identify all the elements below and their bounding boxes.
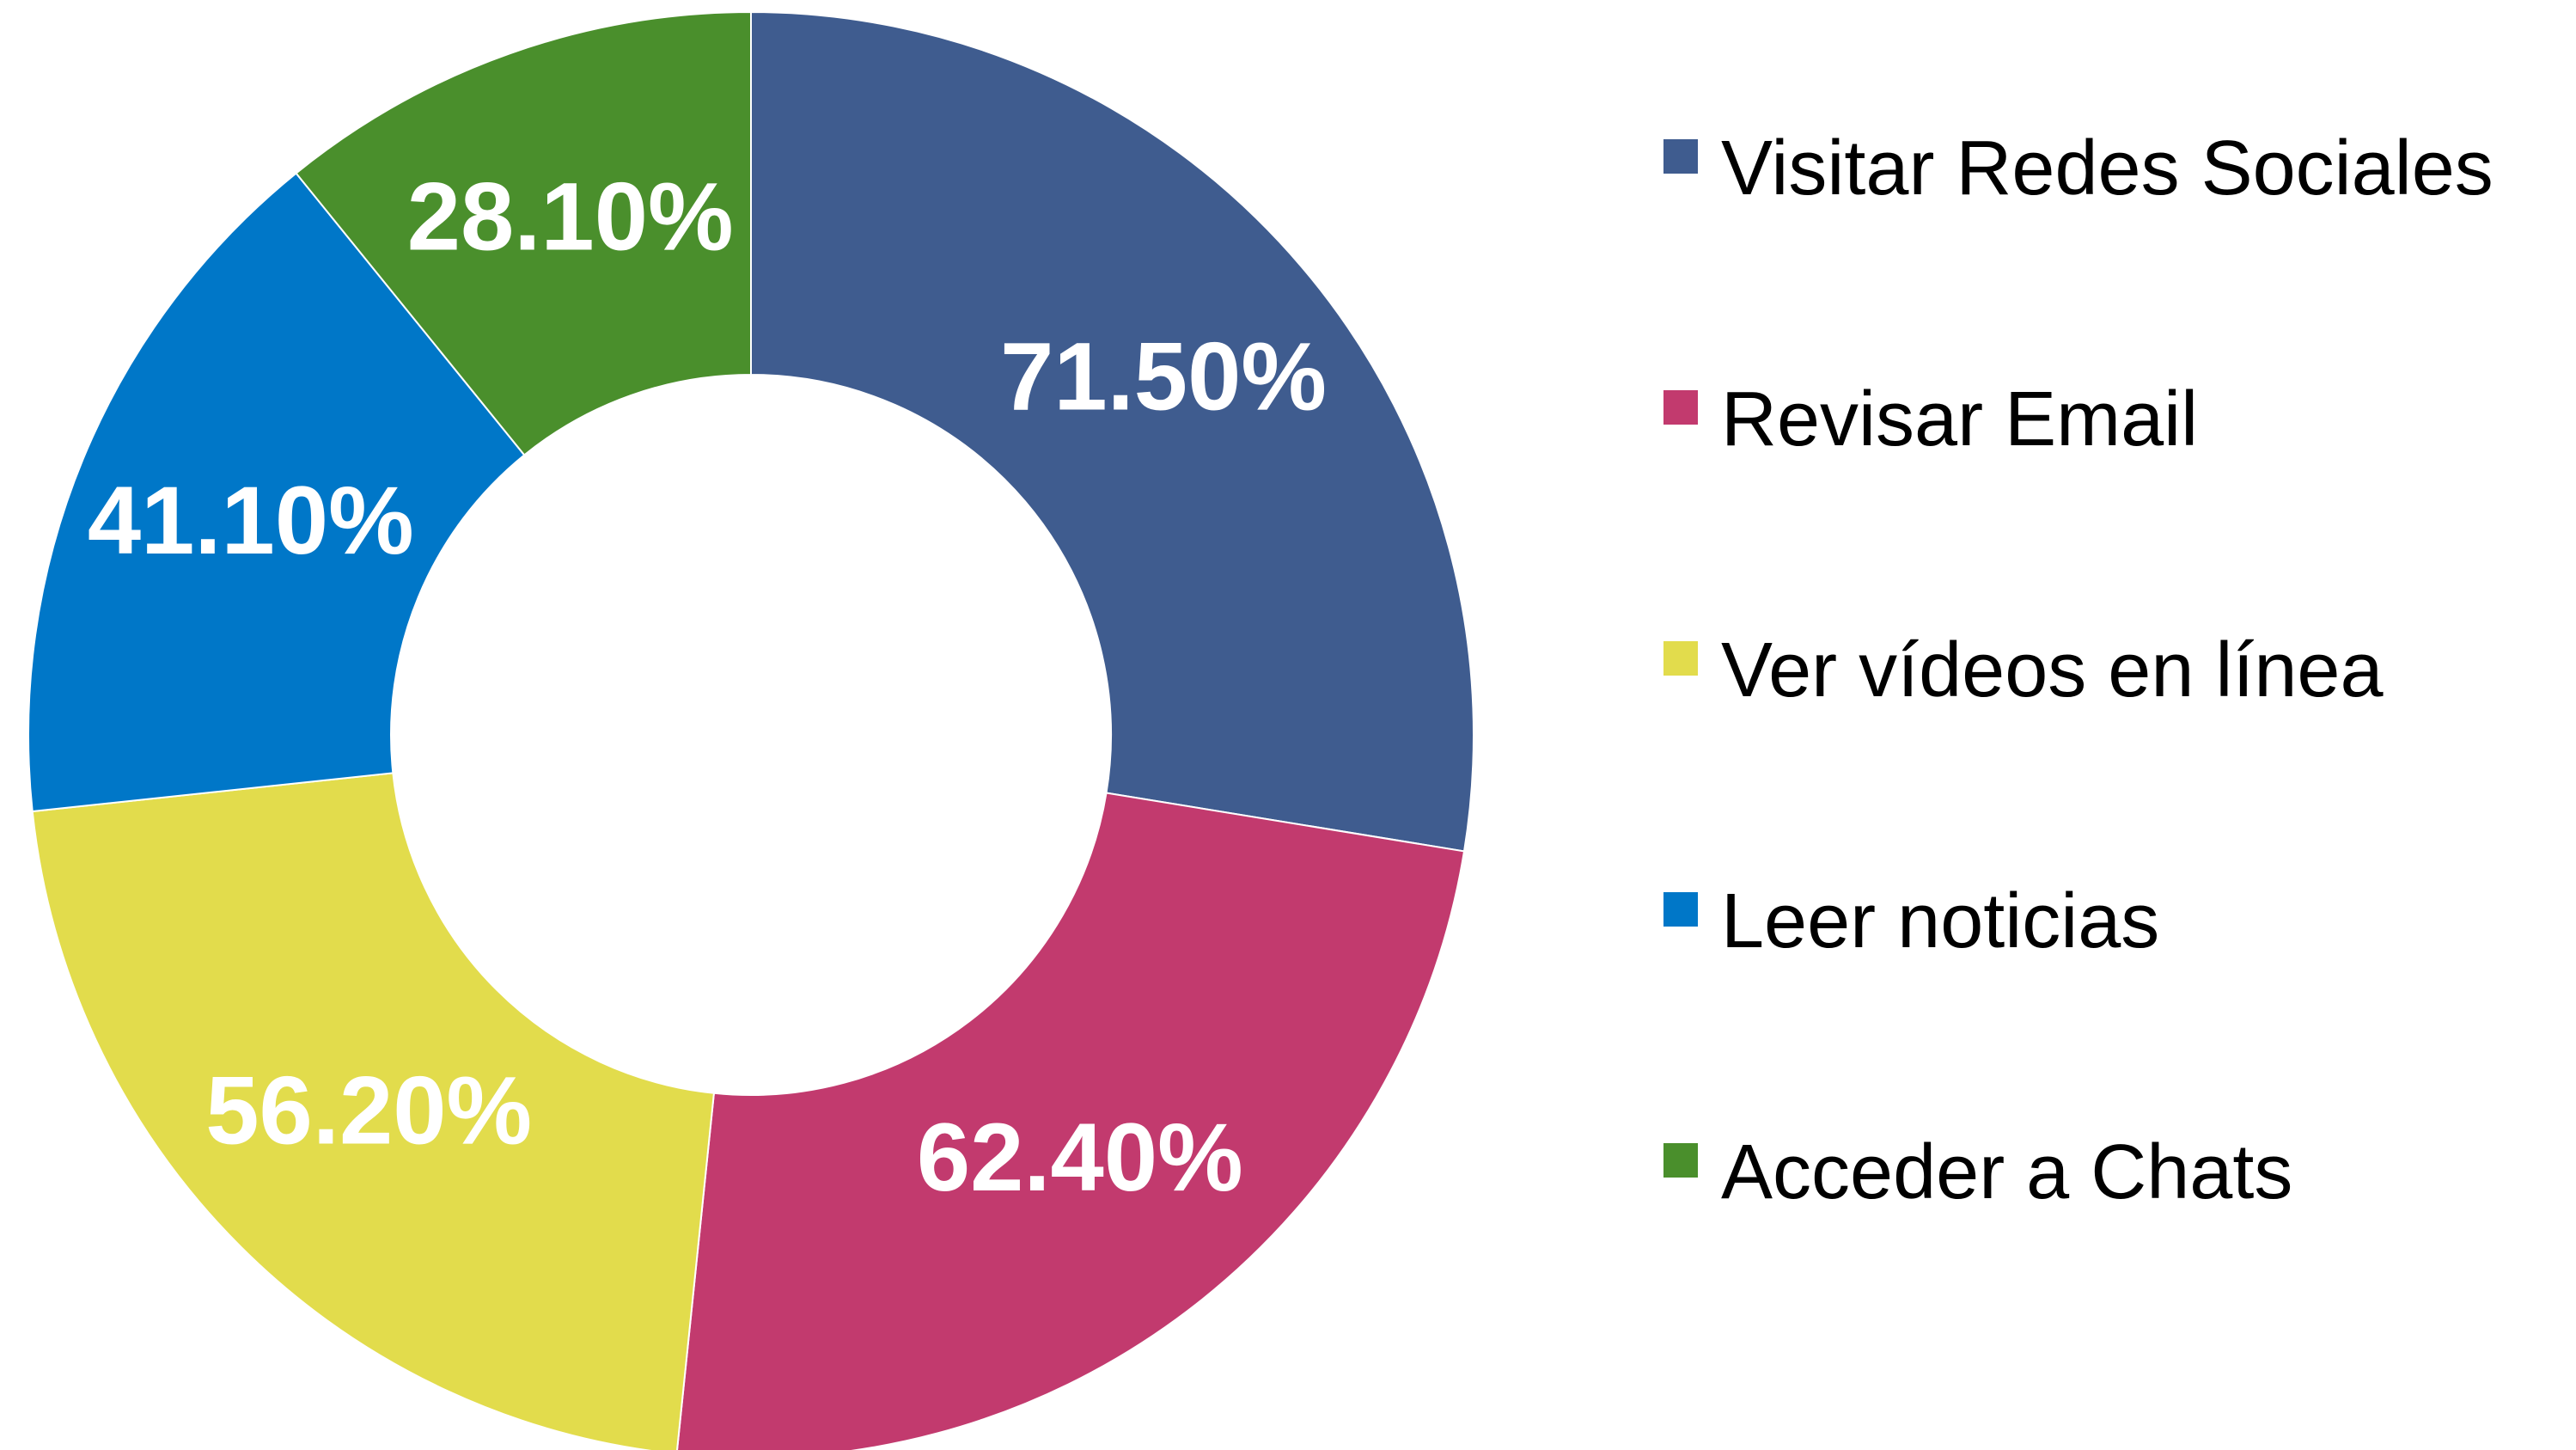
legend-swatch <box>1663 390 1698 425</box>
legend-swatch <box>1663 641 1698 676</box>
slice-label: 28.10% <box>407 163 734 271</box>
slice <box>27 172 526 813</box>
slice-label: 41.10% <box>88 467 414 574</box>
slice <box>295 10 752 456</box>
legend-label: Leer noticias <box>1721 878 2159 964</box>
legend-swatch <box>1663 139 1698 174</box>
slice-label: 62.40% <box>917 1104 1243 1211</box>
slice-label: 71.50% <box>1000 323 1327 431</box>
slice <box>31 772 716 1450</box>
legend-label: Revisar Email <box>1721 376 2198 462</box>
slice-label: 56.20% <box>205 1057 532 1165</box>
legend-label: Ver vídeos en línea <box>1721 627 2384 713</box>
legend-label: Visitar Redes Sociales <box>1721 125 2494 211</box>
slice <box>676 792 1466 1450</box>
slice <box>750 10 1474 853</box>
legend-swatch <box>1663 892 1698 927</box>
legend-swatch <box>1663 1143 1698 1178</box>
legend-label: Acceder a Chats <box>1721 1129 2292 1215</box>
